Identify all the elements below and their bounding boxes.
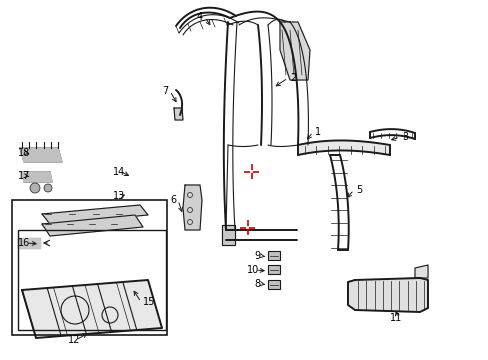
Polygon shape	[414, 265, 427, 278]
Bar	[18, 230, 165, 330]
Polygon shape	[280, 22, 309, 80]
Polygon shape	[222, 225, 235, 245]
Text: 14: 14	[113, 167, 125, 177]
Bar	[12, 200, 167, 335]
Text: 8: 8	[253, 279, 260, 289]
Polygon shape	[18, 238, 40, 248]
Circle shape	[30, 183, 40, 193]
Text: 6: 6	[170, 195, 176, 205]
Bar	[267, 265, 280, 274]
Text: 2: 2	[289, 73, 296, 83]
Polygon shape	[174, 108, 183, 120]
Text: 1: 1	[314, 127, 321, 137]
Text: 18: 18	[18, 148, 30, 158]
Polygon shape	[22, 280, 162, 338]
Polygon shape	[20, 148, 62, 162]
Text: 16: 16	[18, 238, 30, 248]
Polygon shape	[22, 172, 52, 182]
Text: 7: 7	[162, 86, 168, 96]
Polygon shape	[42, 205, 148, 224]
Text: 10: 10	[246, 265, 259, 275]
Polygon shape	[347, 278, 427, 312]
Text: 12: 12	[68, 335, 80, 345]
Text: 11: 11	[389, 313, 402, 323]
Text: 4: 4	[197, 12, 203, 22]
Text: 9: 9	[253, 251, 260, 261]
Text: 5: 5	[355, 185, 362, 195]
Bar	[267, 280, 280, 289]
Polygon shape	[183, 185, 202, 230]
Polygon shape	[42, 215, 142, 236]
Text: 15: 15	[142, 297, 155, 307]
Polygon shape	[297, 140, 389, 155]
Text: 3: 3	[401, 132, 407, 142]
Text: 13: 13	[113, 191, 125, 201]
Text: 17: 17	[18, 171, 30, 181]
Bar	[267, 251, 280, 260]
Circle shape	[44, 184, 52, 192]
